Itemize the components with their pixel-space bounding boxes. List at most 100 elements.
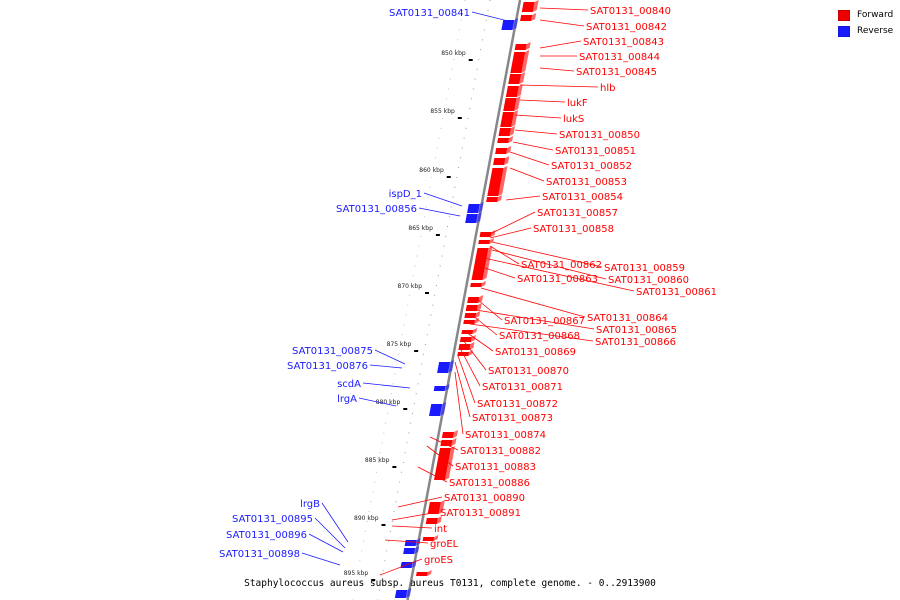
reverse-gene-label[interactable]: SAT0131_00896	[226, 530, 307, 541]
forward-feature[interactable]	[520, 15, 533, 21]
forward-gene-label[interactable]: SAT0131_00852	[551, 161, 632, 172]
forward-feature[interactable]	[493, 158, 506, 165]
forward-gene-label[interactable]: SAT0131_00851	[555, 146, 636, 157]
forward-gene-label[interactable]: SAT0131_00853	[546, 177, 627, 188]
forward-feature[interactable]	[487, 168, 504, 196]
reverse-feature[interactable]	[433, 386, 446, 391]
forward-gene-label[interactable]: SAT0131_00862	[521, 260, 602, 271]
forward-feature-side	[504, 156, 510, 165]
forward-feature[interactable]	[465, 305, 478, 311]
forward-feature[interactable]	[503, 98, 517, 111]
forward-feature[interactable]	[422, 537, 435, 541]
forward-feature[interactable]	[514, 44, 527, 50]
forward-gene-label[interactable]: SAT0131_00843	[583, 37, 664, 48]
forward-feature[interactable]	[497, 138, 510, 143]
forward-gene-label[interactable]: SAT0131_00866	[595, 337, 676, 348]
reverse-connector	[314, 517, 346, 549]
forward-gene-label[interactable]: SAT0131_00865	[596, 325, 677, 336]
legend-forward: Forward	[838, 8, 893, 22]
forward-gene-label[interactable]: lukF	[567, 98, 588, 109]
reverse-feature[interactable]	[404, 540, 417, 546]
reverse-feature[interactable]	[429, 404, 443, 416]
reverse-gene-label[interactable]: SAT0131_00875	[292, 346, 373, 357]
forward-gene-label[interactable]: SAT0131_00864	[587, 313, 668, 324]
forward-gene-label[interactable]: SAT0131_00842	[586, 22, 667, 33]
forward-gene-label[interactable]: int	[434, 524, 447, 535]
forward-gene-label[interactable]: SAT0131_00857	[537, 208, 618, 219]
forward-feature[interactable]	[470, 283, 482, 287]
forward-gene-label[interactable]: SAT0131_00867	[504, 316, 585, 327]
forward-feature[interactable]	[463, 320, 475, 324]
forward-gene-label[interactable]: SAT0131_00883	[455, 462, 536, 473]
forward-feature[interactable]	[479, 232, 492, 237]
forward-gene-label[interactable]: SAT0131_00861	[636, 287, 717, 298]
forward-gene-label[interactable]: SAT0131_00868	[499, 331, 580, 342]
reverse-gene-label[interactable]: SAT0131_00895	[232, 514, 313, 525]
forward-feature[interactable]	[478, 240, 490, 244]
reverse-gene-label[interactable]: scdA	[337, 379, 361, 390]
forward-gene-label[interactable]: SAT0131_00850	[559, 130, 640, 141]
forward-gene-label[interactable]: SAT0131_00869	[495, 347, 576, 358]
forward-gene-label[interactable]: SAT0131_00858	[533, 224, 614, 235]
reverse-feature[interactable]	[467, 204, 480, 213]
forward-feature[interactable]	[434, 448, 451, 480]
forward-connector	[465, 331, 494, 352]
reverse-gene-label[interactable]: SAT0131_00876	[287, 361, 368, 372]
forward-gene-label[interactable]: SAT0131_00890	[444, 493, 525, 504]
forward-gene-label[interactable]: SAT0131_00845	[576, 67, 657, 78]
forward-feature[interactable]	[464, 313, 477, 318]
forward-gene-label[interactable]: SAT0131_00873	[472, 413, 553, 424]
forward-feature[interactable]	[510, 64, 523, 73]
forward-feature[interactable]	[500, 112, 514, 127]
reverse-gene-label[interactable]: lrgA	[337, 394, 357, 405]
forward-feature[interactable]	[471, 254, 488, 280]
forward-feature[interactable]	[425, 518, 438, 524]
forward-feature[interactable]	[498, 128, 512, 136]
reverse-gene-label[interactable]: SAT0131_00856	[336, 204, 417, 215]
forward-gene-label[interactable]: SAT0131_00872	[477, 399, 558, 410]
forward-connector	[539, 7, 589, 11]
reverse-connector	[321, 502, 349, 543]
forward-gene-label[interactable]: SAT0131_00871	[482, 382, 563, 393]
reverse-feature[interactable]	[437, 362, 451, 373]
forward-gene-label[interactable]: lukS	[563, 114, 584, 125]
forward-gene-label[interactable]: SAT0131_00891	[440, 508, 521, 519]
forward-feature[interactable]	[459, 337, 472, 342]
forward-gene-label[interactable]: SAT0131_00860	[608, 275, 689, 286]
reverse-gene-label[interactable]: SAT0131_00841	[389, 8, 470, 19]
reverse-gene-label[interactable]: ispD_1	[389, 189, 422, 200]
forward-feature[interactable]	[441, 432, 454, 438]
forward-gene-label[interactable]: SAT0131_00840	[590, 6, 671, 17]
forward-gene-label[interactable]: SAT0131_00882	[460, 446, 541, 457]
reverse-feature[interactable]	[465, 214, 478, 223]
forward-gene-label[interactable]: groES	[424, 555, 453, 566]
forward-gene-label[interactable]: SAT0131_00844	[579, 52, 660, 63]
forward-feature[interactable]	[521, 2, 535, 12]
forward-feature[interactable]	[427, 502, 441, 514]
scale-tick-label: 895 kbp	[344, 570, 369, 577]
forward-feature[interactable]	[486, 197, 499, 202]
forward-gene-label[interactable]: SAT0131_00886	[449, 478, 530, 489]
reverse-feature[interactable]	[501, 20, 515, 30]
forward-feature[interactable]	[476, 248, 489, 254]
forward-gene-label[interactable]: groEL	[430, 539, 459, 550]
reverse-feature[interactable]	[403, 548, 416, 554]
forward-gene-label[interactable]: SAT0131_00863	[517, 274, 598, 285]
forward-feature[interactable]	[512, 52, 526, 64]
forward-feature[interactable]	[505, 86, 519, 97]
reverse-feature[interactable]	[394, 590, 408, 598]
forward-feature[interactable]	[495, 148, 508, 154]
forward-gene-label[interactable]: SAT0131_00859	[604, 263, 685, 274]
reverse-gene-label[interactable]: SAT0131_00898	[219, 549, 300, 560]
reverse-gene-label[interactable]: lrgB	[300, 499, 320, 510]
forward-feature[interactable]	[467, 297, 480, 303]
forward-gene-label[interactable]: SAT0131_00854	[542, 192, 623, 203]
forward-feature-side	[438, 500, 445, 514]
forward-gene-label[interactable]: SAT0131_00870	[488, 366, 569, 377]
forward-feature[interactable]	[416, 572, 428, 576]
forward-feature[interactable]	[508, 74, 522, 84]
forward-feature[interactable]	[440, 440, 453, 446]
forward-gene-label[interactable]: hlb	[600, 83, 615, 94]
forward-feature[interactable]	[461, 330, 474, 334]
forward-gene-label[interactable]: SAT0131_00874	[465, 430, 546, 441]
